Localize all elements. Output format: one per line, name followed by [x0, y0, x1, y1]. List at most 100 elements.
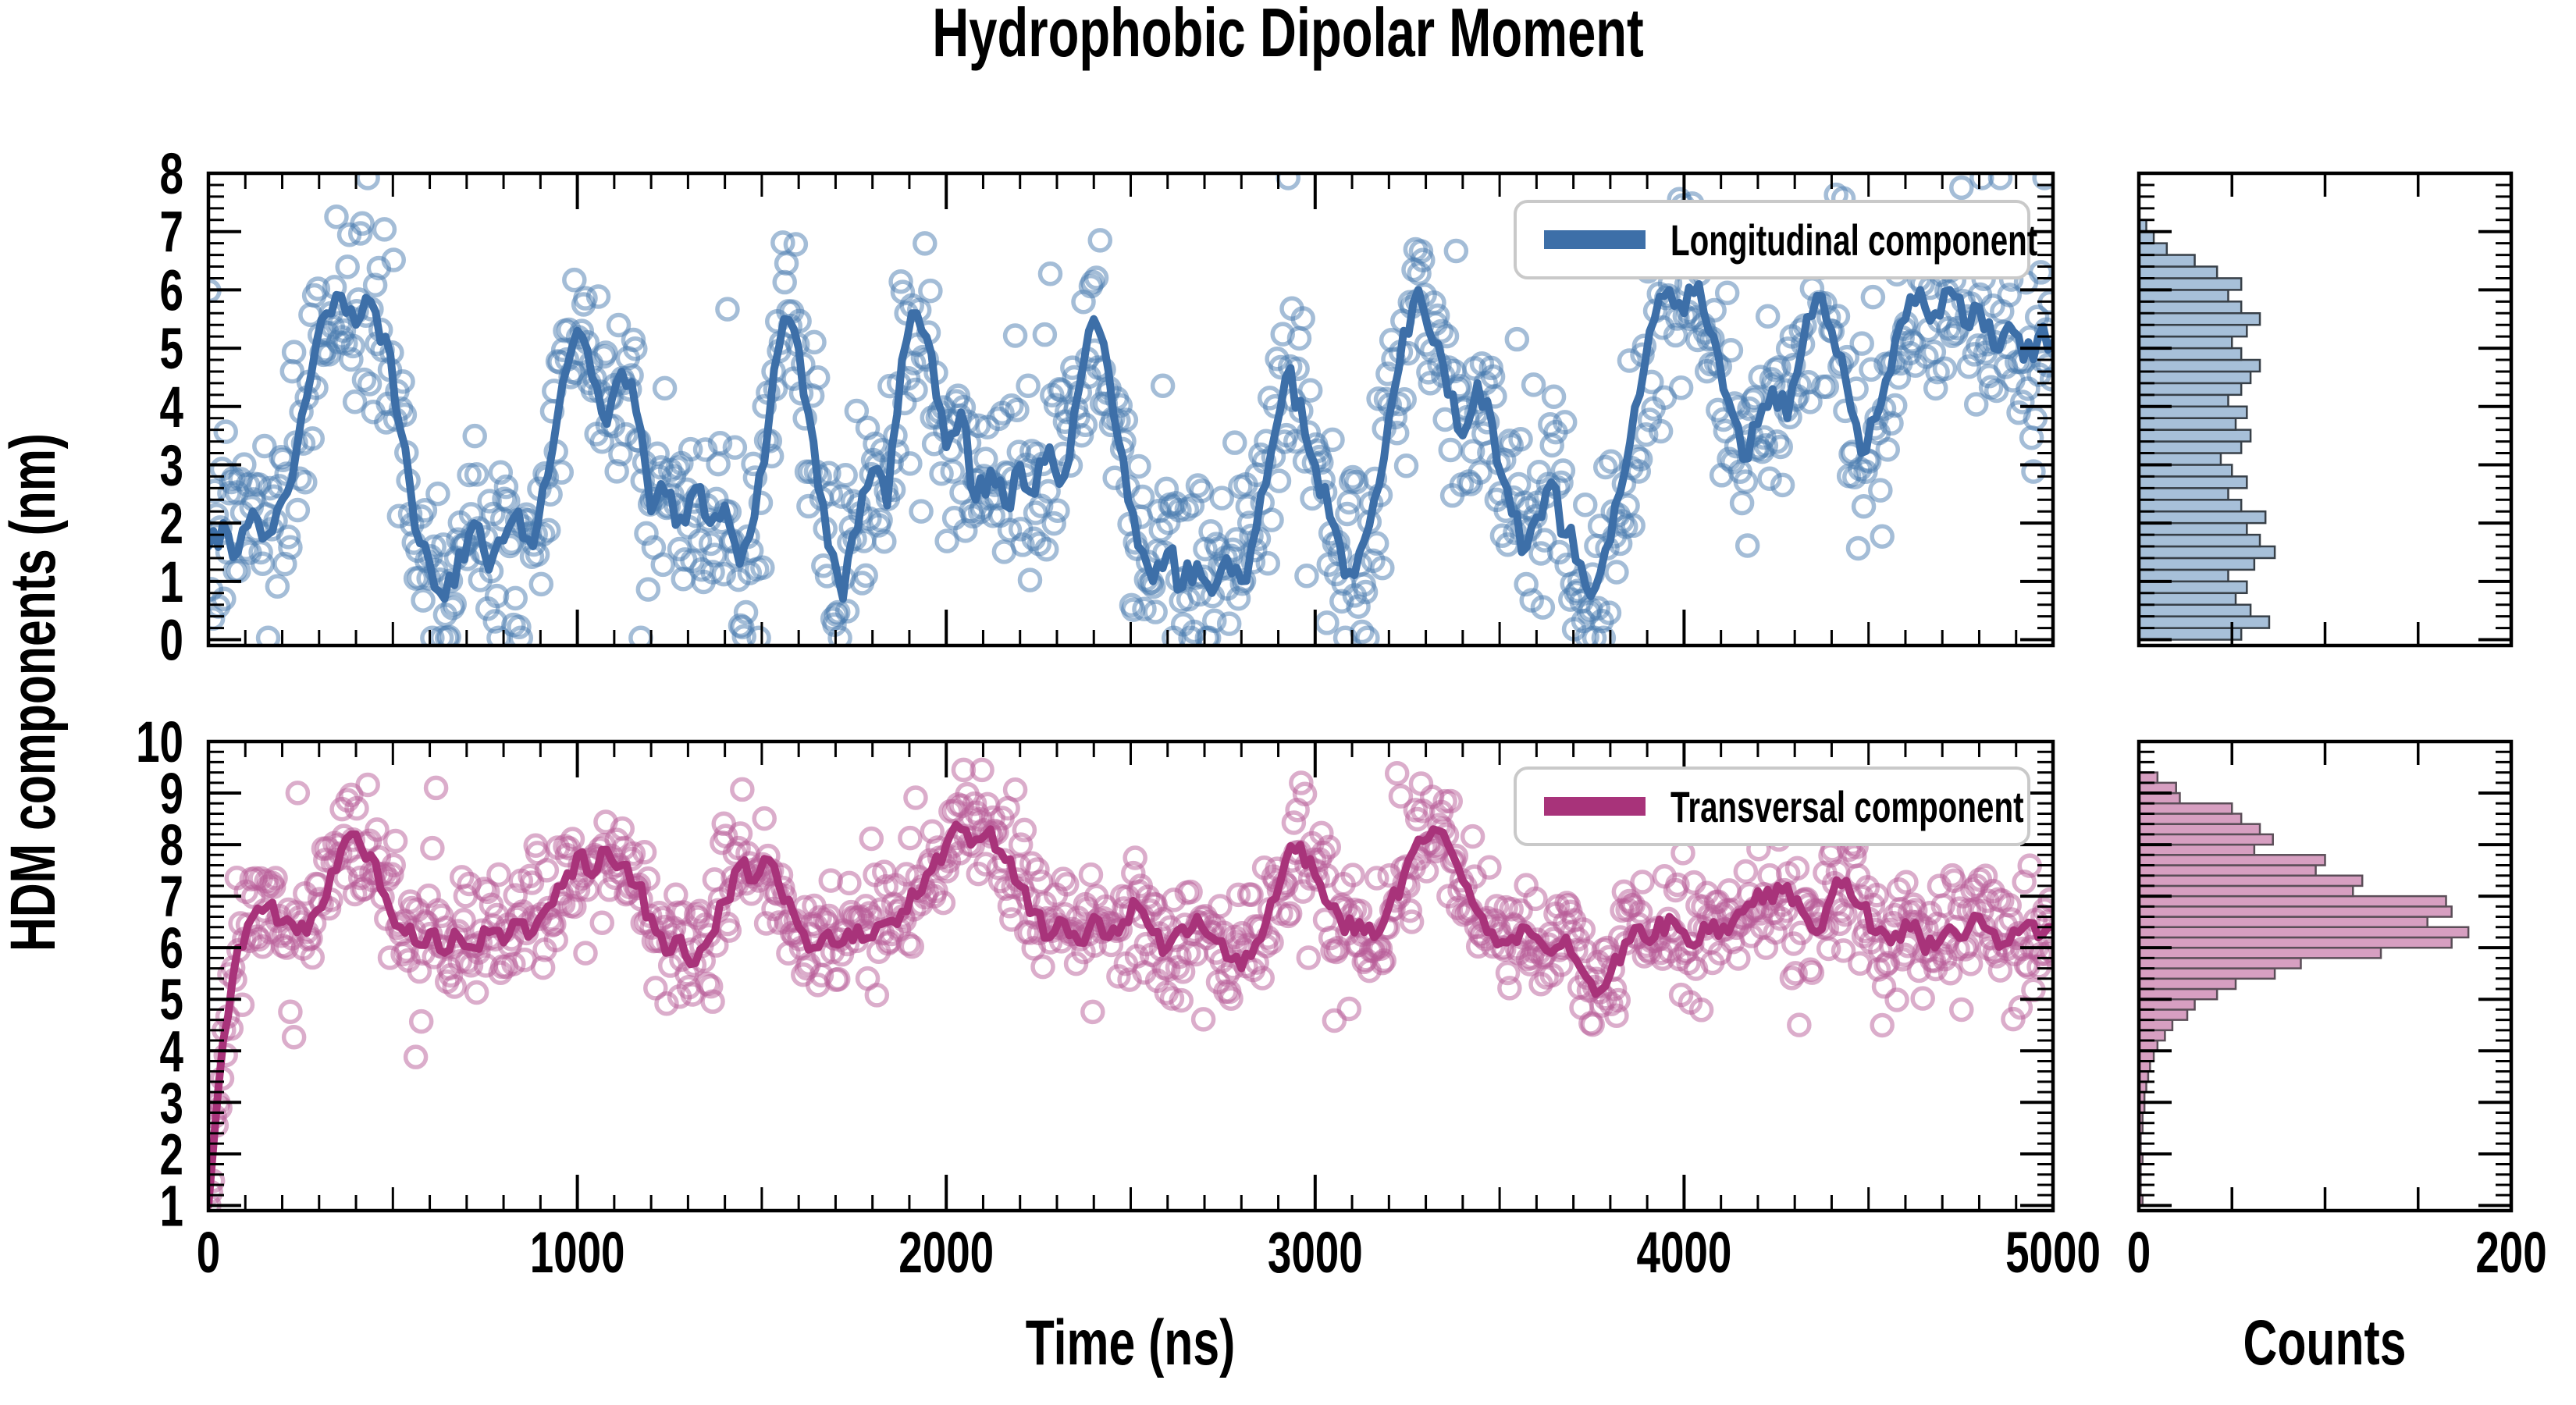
scatter-point	[1688, 998, 1714, 1023]
scatter-point	[1259, 507, 1284, 532]
scatter-point	[1949, 175, 1974, 201]
scatter-point	[1465, 934, 1491, 959]
scatter-point	[1733, 859, 1759, 884]
hist-bar	[2137, 370, 2252, 385]
scatter-point	[1628, 899, 1653, 925]
scatter-point	[1621, 513, 1646, 539]
scatter-point	[1753, 433, 1779, 458]
scatter-point	[1956, 354, 1981, 379]
scatter-point	[711, 561, 736, 587]
scatter-point	[265, 574, 290, 599]
scatter-point	[1553, 410, 1578, 435]
scatter-point	[1266, 468, 1292, 493]
scatter-point	[1364, 866, 1389, 891]
hist-bar	[2137, 1019, 2174, 1032]
hist-bar	[2137, 864, 2317, 877]
hist-bar	[2137, 545, 2276, 560]
scatter-point	[1757, 466, 1782, 491]
scatter-point	[562, 267, 587, 293]
scatter-point	[698, 973, 724, 999]
figure-title: Hydrophobic Dipolar Moment	[932, 0, 1643, 71]
scatter-point	[623, 336, 648, 361]
scatter-point	[929, 461, 954, 486]
scatter-point	[1546, 539, 1572, 565]
scatter-point	[1997, 283, 2022, 308]
scatter-point	[1541, 384, 1567, 409]
scatter-point	[635, 866, 661, 891]
scatter-point	[394, 938, 419, 963]
hist-bar	[2137, 242, 2169, 256]
scatter-point	[1599, 449, 1624, 474]
scatter-point	[1923, 375, 1948, 401]
scatter-point	[1596, 600, 1622, 625]
scatter-point	[1949, 997, 1974, 1023]
scatter-point	[1397, 898, 1423, 923]
tick-label: 9	[160, 761, 183, 826]
hist-bar	[2137, 627, 2243, 641]
hist-bar	[2137, 946, 2382, 959]
scatter-point	[1574, 624, 1599, 646]
scatter-point	[1037, 261, 1063, 286]
scatter-point	[339, 347, 364, 372]
scatter-point	[817, 903, 841, 929]
scatter-point	[1768, 434, 1793, 460]
scatter-point	[1482, 384, 1507, 409]
scatter-point	[834, 599, 860, 624]
hist-bar	[2137, 967, 2276, 980]
scatter-point	[1937, 960, 1963, 986]
scatter-point	[1592, 454, 1618, 480]
histogram-bars-layer	[2137, 219, 2470, 1207]
scatter-point	[573, 941, 598, 966]
scatter-point	[1849, 331, 1874, 356]
scatter-point	[665, 455, 690, 480]
scatter-point	[420, 625, 445, 646]
hist-bar	[2137, 393, 2229, 408]
scatter-point	[372, 217, 397, 242]
scatter-point	[501, 951, 526, 976]
scatter-point	[335, 254, 360, 279]
hist-bar	[2137, 265, 2218, 279]
scatter-point	[1219, 986, 1244, 1012]
scatter-point	[1178, 879, 1203, 905]
scatter-point	[1418, 371, 1443, 396]
panel-transversal	[208, 757, 2053, 1211]
scatter-point	[1504, 326, 1530, 352]
scatter-point	[1799, 960, 1825, 985]
scatter-point	[442, 974, 467, 999]
scatter-point	[423, 775, 449, 801]
scatter-point	[940, 459, 965, 484]
scatter-point	[1726, 946, 1751, 971]
scatter-point	[281, 340, 307, 365]
scatter-point	[1032, 322, 1058, 347]
scatter-point	[1078, 862, 1104, 887]
scatter-point	[496, 489, 521, 514]
scatter-point	[1860, 284, 1886, 310]
scatter-point	[678, 436, 703, 462]
scatter-point	[730, 777, 755, 802]
scatter-point	[255, 625, 281, 646]
scatter-point	[918, 278, 943, 304]
scatter-point	[1294, 563, 1319, 589]
hist-bar	[2137, 347, 2243, 361]
scatter-point	[411, 588, 436, 613]
hist-bar	[2137, 475, 2248, 489]
scatter-point	[1591, 625, 1617, 646]
scatter-point	[1150, 373, 1176, 398]
scatter-point	[464, 462, 489, 487]
tick-label: 10	[136, 710, 183, 774]
scatter-point	[752, 806, 777, 831]
scatter-point	[1276, 173, 1301, 190]
scatter-point	[1017, 567, 1043, 592]
scatter-point	[276, 525, 301, 550]
scatter-point	[1297, 378, 1323, 403]
scatter-point	[930, 890, 956, 916]
hist-bar	[2137, 813, 2243, 825]
scatter-point	[970, 757, 994, 783]
scatter-point	[692, 437, 718, 462]
scatter-point	[827, 625, 852, 646]
scatter-point	[825, 599, 851, 625]
hist-bar	[2137, 429, 2252, 443]
scatter-point	[1106, 964, 1131, 989]
scatter-point	[1729, 490, 1755, 516]
scatter-point	[1443, 238, 1469, 264]
